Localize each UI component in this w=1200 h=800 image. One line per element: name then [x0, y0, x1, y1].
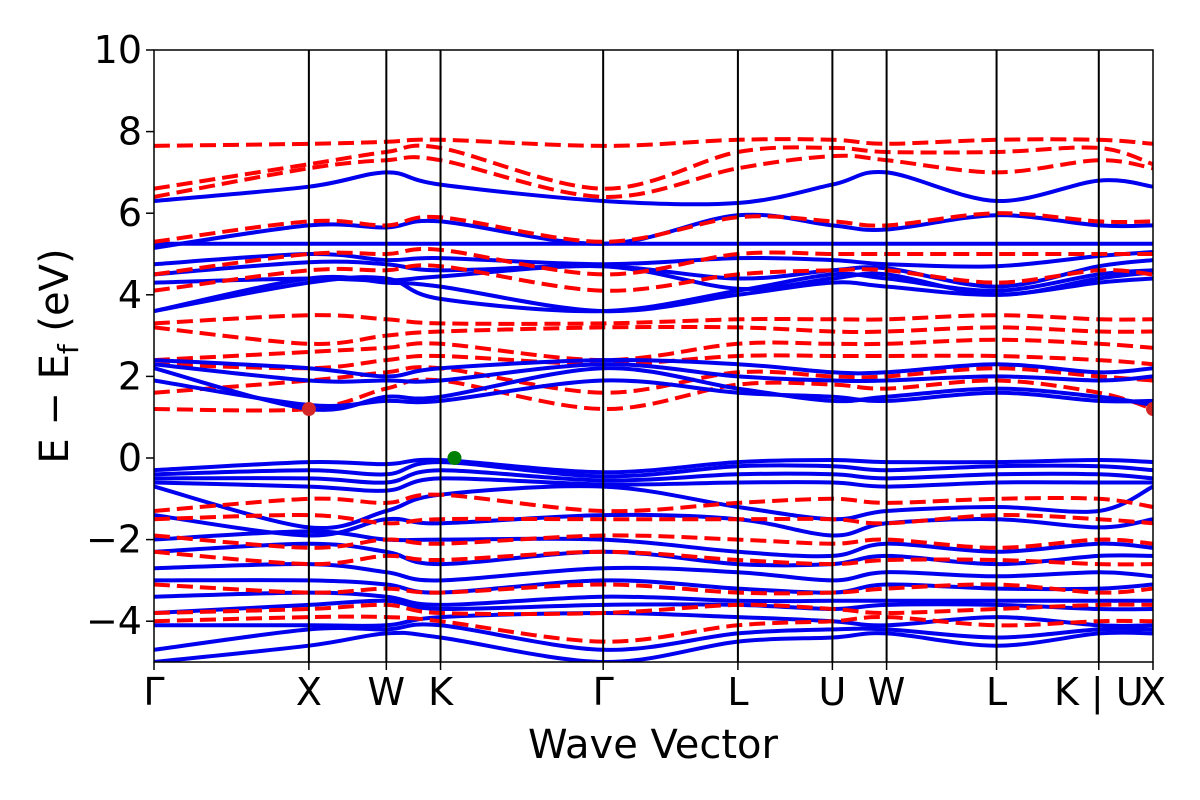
x-tick-label: W [868, 670, 906, 714]
dashed-band-line [154, 246, 1153, 277]
solid-band-line [154, 476, 1153, 493]
y-tick-label: −2 [86, 518, 142, 562]
x-tick-label: K | U [1054, 670, 1144, 715]
dashed-band-line [154, 533, 1153, 550]
dashed-band-line [154, 143, 1153, 191]
x-tick-label: Γ [593, 670, 614, 714]
x-tick-label: L [986, 670, 1007, 714]
dashed-band-line [154, 549, 1153, 567]
kpoint-divider-lines [307, 50, 1100, 662]
solid-band-line [154, 578, 1153, 595]
band-lines [154, 137, 1153, 662]
solid-band-line [154, 630, 1153, 662]
dashed-band-line [154, 582, 1153, 596]
solid-band-line [154, 169, 1153, 207]
y-tick-label: 4 [118, 273, 142, 317]
y-tick-label: 0 [118, 436, 142, 480]
band-edge-markers [301, 402, 1153, 465]
solid-band-line [154, 460, 1153, 479]
x-tick-label: U [818, 670, 846, 714]
solid-band-line [154, 541, 1153, 568]
y-axis-label-main: E − E [32, 354, 78, 464]
solid-band-line [154, 529, 1153, 559]
solid-band-line [154, 468, 1153, 485]
y-axis-label-unit: (eV) [32, 248, 78, 344]
dashed-band-line [154, 263, 1153, 293]
solid-band-line [154, 378, 1153, 408]
dashed-band-line [154, 365, 1153, 395]
solid-band-line [154, 258, 1153, 289]
plot-frame [153, 49, 1154, 663]
y-axis-label-sub: f [52, 343, 85, 354]
x-tick-label: X [296, 670, 322, 714]
x-tick-label: W [368, 670, 406, 714]
dashed-band-line [154, 614, 1153, 644]
solid-band-line [154, 362, 1153, 384]
y-tick-label: 10 [94, 28, 142, 72]
solid-band-line [154, 268, 1153, 314]
dashed-band-line [154, 337, 1153, 363]
x-tick-label: Γ [143, 670, 164, 714]
dashed-band-line [154, 211, 1153, 244]
y-tick-label: 6 [118, 191, 142, 235]
dashed-band-line [154, 513, 1153, 526]
dashed-band-line [154, 377, 1153, 413]
band-edge-marker [447, 451, 462, 465]
solid-band-line [154, 610, 1153, 628]
dashed-band-line [154, 324, 1153, 346]
x-tick-label: L [727, 670, 748, 714]
dashed-band-line [154, 137, 1153, 148]
x-tick-label: X [1140, 670, 1166, 714]
solid-band-line [154, 357, 1153, 379]
y-axis-ticks: −4 −2 0 2 4 6 8 10 [86, 28, 154, 643]
y-tick-label: −4 [86, 599, 142, 643]
dashed-band-line [154, 353, 1153, 371]
solid-band-line [154, 622, 1153, 652]
solid-band-line [154, 484, 1153, 531]
dashed-band-line [154, 602, 1153, 617]
y-tick-label: 8 [118, 110, 142, 154]
solid-band-line [154, 590, 1153, 607]
solid-band-line [154, 562, 1153, 583]
dashed-band-line [154, 313, 1153, 326]
solid-band-line [154, 457, 1153, 475]
dashed-band-line [154, 153, 1153, 199]
x-axis-label: Wave Vector [528, 722, 779, 768]
y-tick-label: 2 [118, 354, 142, 398]
band-edge-marker [1146, 402, 1153, 417]
band-edge-marker [301, 402, 316, 417]
solid-band-line [154, 512, 1153, 538]
dashed-band-line [154, 492, 1153, 514]
x-tick-label: K [428, 670, 454, 714]
y-axis-label: E − Ef (eV) [32, 248, 85, 463]
